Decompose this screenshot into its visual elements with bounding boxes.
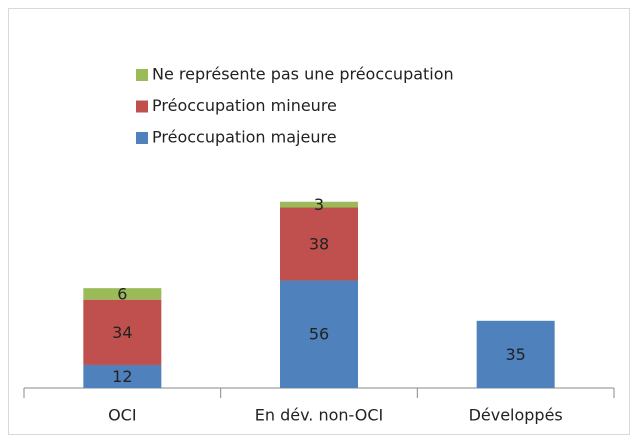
x-tick-label: En dév. non-OCI [255, 406, 384, 425]
bar-segment [280, 280, 358, 388]
legend-swatch [136, 132, 148, 144]
x-tick-label: Développés [469, 406, 563, 425]
bar-segment [83, 299, 162, 365]
legend-label: Ne représente pas une préoccupation [152, 65, 454, 84]
bar-segment [83, 288, 162, 300]
data-label: 56 [309, 325, 329, 344]
data-label: 3 [314, 195, 324, 214]
data-label: 6 [117, 284, 127, 303]
legend-swatch [136, 100, 148, 113]
data-label: 34 [112, 323, 132, 342]
bar-segment [476, 320, 555, 388]
bar-segment [280, 201, 358, 208]
legend-swatch [136, 69, 148, 81]
legend-label: Préoccupation majeure [152, 128, 337, 147]
legend-label: Préoccupation mineure [152, 96, 337, 115]
data-label: 12 [112, 367, 132, 386]
data-label: 38 [309, 235, 329, 254]
x-tick-label: OCI [108, 406, 136, 425]
bar-segment [280, 207, 358, 281]
data-label: 35 [505, 345, 525, 364]
bar-segment [83, 364, 162, 388]
